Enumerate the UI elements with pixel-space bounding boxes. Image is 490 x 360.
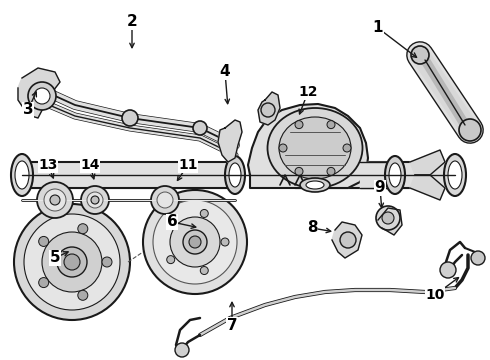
Text: 5: 5 (49, 251, 60, 266)
Circle shape (122, 110, 138, 126)
Circle shape (175, 343, 189, 357)
Circle shape (167, 256, 175, 264)
Circle shape (343, 144, 351, 152)
Circle shape (411, 46, 429, 64)
Ellipse shape (279, 117, 351, 179)
Circle shape (340, 232, 356, 248)
Ellipse shape (268, 108, 363, 188)
Polygon shape (410, 150, 445, 175)
Text: 2: 2 (126, 14, 137, 30)
Circle shape (167, 220, 175, 228)
Text: 14: 14 (80, 158, 100, 172)
Circle shape (189, 236, 201, 248)
Text: 13: 13 (38, 158, 58, 172)
Circle shape (151, 186, 179, 214)
Ellipse shape (11, 154, 33, 196)
Circle shape (50, 195, 60, 205)
Circle shape (376, 206, 400, 230)
Text: 12: 12 (298, 85, 318, 99)
Polygon shape (258, 92, 280, 125)
Circle shape (183, 230, 207, 254)
Circle shape (57, 247, 87, 277)
Circle shape (42, 232, 102, 292)
Circle shape (200, 266, 208, 275)
Polygon shape (410, 175, 445, 200)
Circle shape (81, 186, 109, 214)
Ellipse shape (229, 163, 241, 187)
Ellipse shape (300, 178, 330, 192)
Circle shape (44, 189, 66, 211)
Ellipse shape (225, 156, 245, 194)
Text: 10: 10 (425, 288, 445, 302)
Circle shape (14, 204, 130, 320)
Circle shape (64, 254, 80, 270)
Circle shape (102, 257, 112, 267)
Text: 8: 8 (307, 220, 318, 235)
Circle shape (143, 190, 247, 294)
Circle shape (78, 290, 88, 300)
Circle shape (221, 238, 229, 246)
Circle shape (327, 121, 335, 129)
Circle shape (170, 217, 220, 267)
Circle shape (28, 82, 56, 110)
Text: 6: 6 (167, 215, 177, 230)
Circle shape (471, 251, 485, 265)
Text: 3: 3 (23, 103, 33, 117)
Ellipse shape (448, 161, 462, 189)
Circle shape (459, 119, 481, 141)
Text: 7: 7 (227, 318, 237, 333)
Circle shape (295, 121, 303, 129)
Circle shape (87, 192, 103, 208)
Text: 4: 4 (220, 64, 230, 80)
Circle shape (34, 88, 50, 104)
Circle shape (78, 224, 88, 234)
Circle shape (440, 262, 456, 278)
Text: 9: 9 (375, 180, 385, 195)
Ellipse shape (385, 156, 405, 194)
Circle shape (153, 200, 237, 284)
Circle shape (193, 121, 207, 135)
Circle shape (37, 182, 73, 218)
Circle shape (382, 212, 394, 224)
Ellipse shape (306, 181, 324, 189)
Circle shape (39, 278, 49, 288)
Polygon shape (18, 68, 60, 118)
Polygon shape (248, 104, 368, 188)
Polygon shape (332, 222, 362, 258)
Circle shape (200, 210, 208, 217)
Text: 1: 1 (373, 21, 383, 36)
Circle shape (279, 144, 287, 152)
Ellipse shape (389, 163, 401, 187)
Polygon shape (218, 120, 242, 162)
Circle shape (24, 214, 120, 310)
Circle shape (261, 103, 275, 117)
Circle shape (91, 196, 99, 204)
Text: 11: 11 (178, 158, 198, 172)
Polygon shape (378, 208, 402, 235)
Ellipse shape (15, 161, 29, 189)
Ellipse shape (444, 154, 466, 196)
Circle shape (39, 237, 49, 247)
Circle shape (157, 192, 173, 208)
Circle shape (327, 167, 335, 175)
Circle shape (295, 167, 303, 175)
